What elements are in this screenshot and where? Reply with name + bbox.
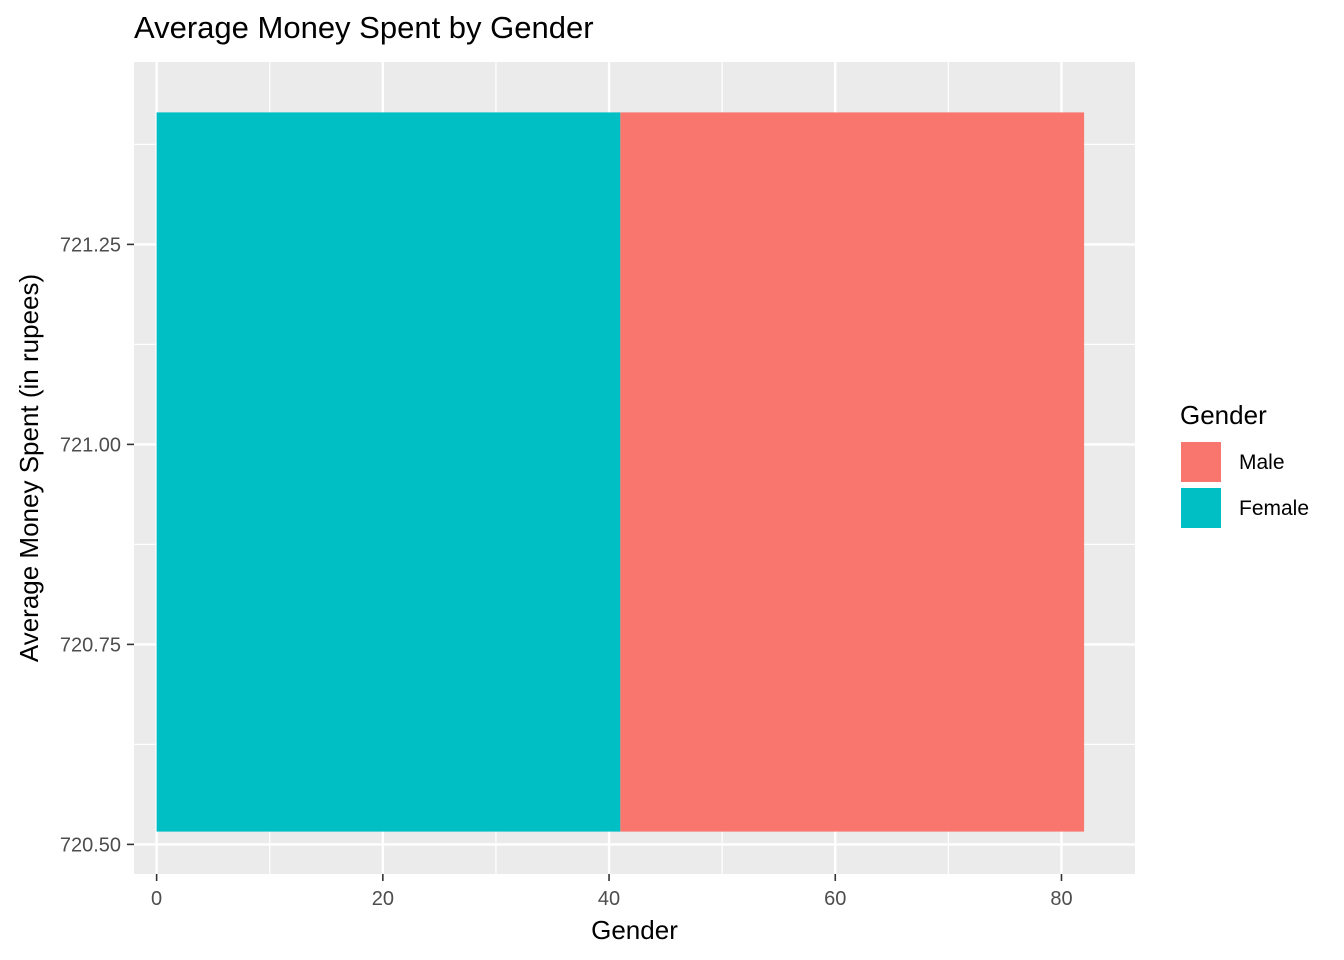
bars bbox=[156, 112, 1085, 832]
legend-label-female: Female bbox=[1239, 497, 1310, 520]
legend-item-female: Female bbox=[1180, 487, 1309, 533]
x-tick-label: 20 bbox=[372, 888, 394, 910]
legend-key-male bbox=[1180, 441, 1222, 483]
legend-item-male: Male bbox=[1180, 441, 1285, 487]
y-tick-label: 721.25 bbox=[60, 234, 121, 256]
legend: Gender Male Female bbox=[1180, 400, 1309, 533]
x-tick-label: 0 bbox=[151, 888, 162, 910]
y-axis: 720.50 720.75 721.00 721.25 bbox=[60, 234, 134, 856]
legend-key-female bbox=[1180, 487, 1222, 529]
legend-title: Gender bbox=[1180, 400, 1267, 430]
x-tick-label: 60 bbox=[824, 888, 846, 910]
y-tick-label: 720.50 bbox=[60, 834, 121, 856]
y-axis-label: Average Money Spent (in rupees) bbox=[14, 274, 44, 662]
legend-label-male: Male bbox=[1239, 451, 1285, 474]
x-tick-label: 80 bbox=[1050, 888, 1072, 910]
chart-title: Average Money Spent by Gender bbox=[134, 10, 594, 45]
bar-female bbox=[156, 112, 621, 832]
y-tick-label: 721.00 bbox=[60, 434, 121, 456]
bar-male bbox=[620, 112, 1085, 832]
y-tick-label: 720.75 bbox=[60, 634, 121, 656]
x-axis: 0 20 40 60 80 bbox=[151, 874, 1073, 910]
x-tick-label: 40 bbox=[598, 888, 620, 910]
x-axis-label: Gender bbox=[591, 915, 678, 945]
